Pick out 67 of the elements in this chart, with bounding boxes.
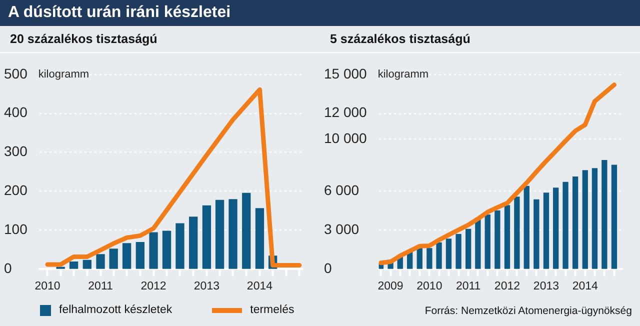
bar [228, 199, 238, 269]
bar [136, 242, 145, 269]
bar [543, 192, 550, 269]
bar [176, 223, 184, 269]
legend-label: felhalmozott készletek [59, 304, 172, 316]
bar [552, 188, 559, 269]
bar [255, 208, 264, 269]
y-tick-label: 10 000 [324, 130, 368, 146]
bar [466, 228, 472, 269]
y-tick-label: 6 000 [324, 182, 360, 198]
x-tick-label: 2014 [572, 280, 599, 292]
y-tick-label: 500 [4, 65, 28, 82]
chart-title: A dúsított urán iráni készletei [0, 0, 640, 26]
bar [96, 254, 105, 269]
y-tick-label: 0 [4, 260, 12, 276]
y-tick-label: 300 [4, 143, 28, 160]
bar [82, 260, 92, 269]
x-tick-label: 2014 [246, 280, 274, 292]
x-tick-label: 2010 [34, 280, 60, 292]
bar [202, 205, 212, 269]
x-tick-label: 2009 [378, 280, 404, 292]
y-tick-label: 200 [4, 182, 28, 198]
legend-label: termelés [250, 304, 294, 316]
bar [524, 186, 530, 269]
bar [149, 232, 158, 269]
bar [572, 176, 578, 269]
bar [504, 205, 510, 269]
chart-subtitle: 5 százalékos tisztaságú [330, 32, 470, 46]
bar [189, 216, 198, 269]
bar [602, 160, 608, 269]
bar [242, 192, 251, 269]
y-tick-label: 15 000 [324, 65, 368, 82]
y-tick-label: 3 000 [324, 221, 360, 238]
x-tick-label: 2011 [456, 280, 481, 292]
bar [494, 210, 500, 269]
y-tick-label: 0 [324, 260, 332, 276]
bar [514, 196, 520, 269]
bar [162, 230, 172, 269]
bar [122, 243, 132, 269]
x-tick-label: 2011 [88, 280, 113, 292]
bar [109, 248, 118, 269]
y-axis-title: kilogramm [38, 68, 90, 80]
chart-subtitle: 20 százalékos tisztaságú [10, 32, 158, 46]
bar [592, 168, 598, 269]
bar [562, 182, 568, 269]
y-tick-label: 400 [4, 104, 28, 120]
bar [582, 170, 588, 269]
bar [436, 242, 442, 269]
text: Forrás: Nemzetközi Atomenergia-ügynökség [424, 305, 632, 317]
x-tick-label: 2012 [140, 280, 166, 292]
bar [215, 200, 224, 269]
x-tick-label: 2013 [533, 280, 560, 292]
y-tick-label: 12 000 [324, 104, 368, 120]
y-axis-title: kilogramm [378, 68, 429, 80]
bar [446, 238, 452, 269]
bar [69, 261, 78, 269]
bar [484, 214, 490, 269]
bar [426, 248, 432, 269]
bar [534, 199, 540, 269]
bar [416, 248, 422, 269]
y-tick-label: 100 [4, 221, 28, 238]
x-tick-label: 2013 [194, 280, 220, 292]
bar [611, 164, 618, 269]
bar [475, 220, 481, 269]
bar [456, 234, 462, 269]
x-tick-label: 2010 [416, 280, 442, 292]
x-tick-label: 2012 [494, 280, 520, 292]
